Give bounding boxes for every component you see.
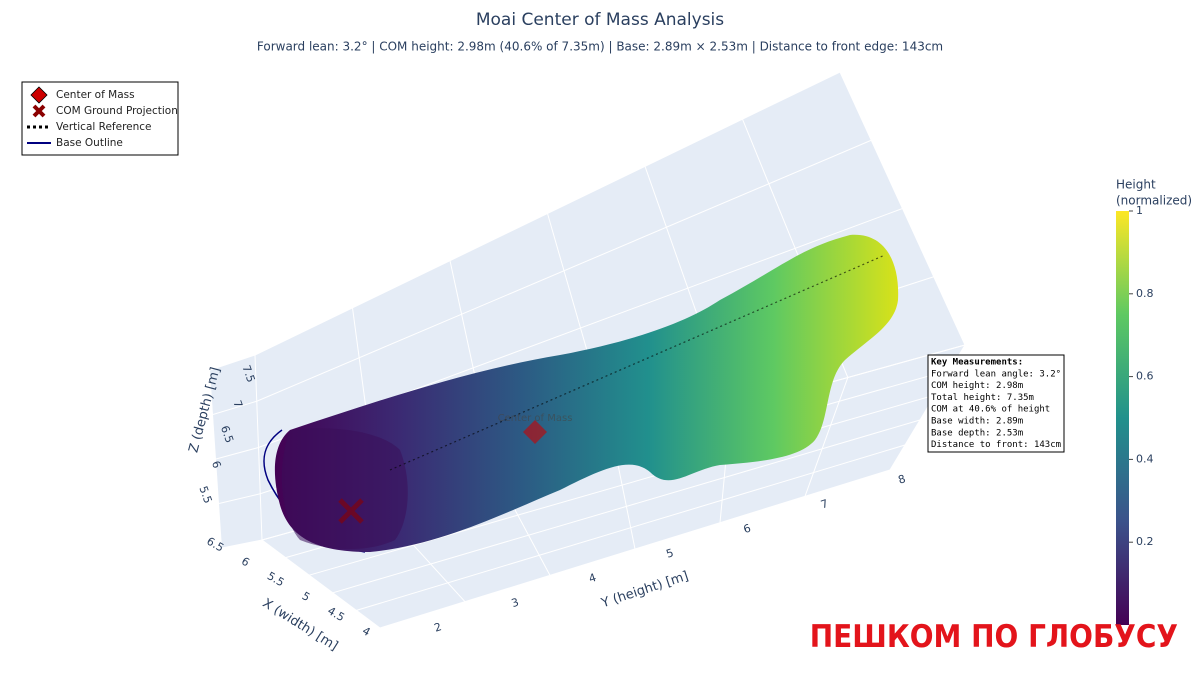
chart-title: Moai Center of Mass Analysis <box>476 10 724 30</box>
legend-label: Base Outline <box>56 137 123 149</box>
annotation-line: Key Measurements: <box>931 358 1023 368</box>
legend-symbol <box>30 86 48 104</box>
grid-line <box>309 394 936 576</box>
y-tick-label: 2 <box>433 620 444 635</box>
watermark: ПЕШКОМ ПО ГЛОБУСУ <box>810 619 1178 655</box>
moai-base-face <box>281 428 408 549</box>
z-tick-label: 5.5 <box>196 484 214 505</box>
legend-label: COM Ground Projection <box>56 105 178 117</box>
annotation: Key Measurements:Forward lean angle: 3.2… <box>927 354 1065 453</box>
com-projection-marker <box>338 498 364 524</box>
colorbar-title: Height <box>1116 178 1156 192</box>
z-tick-label: 6 <box>209 459 224 470</box>
y-tick-label: 7 <box>819 497 830 512</box>
y-tick-label: 4 <box>587 571 598 586</box>
annotation-line: Distance to front: 143cm <box>931 440 1061 450</box>
x-tick-label: 4 <box>360 624 373 639</box>
y-tick-label: 8 <box>897 472 908 487</box>
y-tick-label: 5 <box>665 546 676 561</box>
annotation-line: COM at 40.6% of height <box>931 405 1050 415</box>
center-of-mass-marker <box>523 420 547 444</box>
y-tick-label: 6 <box>742 522 753 537</box>
chart-subtitle: Forward lean: 3.2° | COM height: 2.98m (… <box>257 40 943 54</box>
legend-label: Vertical Reference <box>56 121 152 133</box>
center-of-mass-label: Center of Mass <box>498 413 573 424</box>
grid-line <box>212 139 872 415</box>
colorbar-tick-label: 0.8 <box>1136 287 1154 300</box>
grid-line <box>356 444 906 611</box>
annotation-line: COM height: 2.98m <box>931 381 1023 391</box>
x-tick-label: 5 <box>300 589 313 604</box>
annotation-line: Forward lean angle: 3.2° <box>931 369 1061 379</box>
grid-line <box>332 419 921 594</box>
grid-line <box>379 469 891 629</box>
colorbar-tick-label: 0.2 <box>1136 535 1154 548</box>
colorbar-tick-label: 0.6 <box>1136 370 1154 383</box>
y-tick-label: 3 <box>510 596 521 611</box>
colorbar <box>1116 211 1129 625</box>
annotation-line: Total height: 7.35m <box>931 393 1034 403</box>
legend: Center of Mass COM Ground Projection Verti… <box>21 81 179 156</box>
legend-label: Center of Mass <box>56 89 135 101</box>
grid-line <box>215 208 903 460</box>
z-tick-label: 6.5 <box>218 424 236 445</box>
z-tick-label: 7.5 <box>239 363 257 384</box>
x-tick-label: 5.5 <box>265 569 287 589</box>
annotation-box <box>927 354 1065 453</box>
colorbar-tick-label: 0.4 <box>1136 452 1154 465</box>
moai-mesh <box>274 234 899 553</box>
x-tick-label: 6 <box>239 555 252 570</box>
colorbar-tick-label: 1 <box>1136 204 1143 217</box>
x-axis-title: X (width) [m] <box>260 596 341 654</box>
y-axis-title: Y (height) [m] <box>599 569 691 612</box>
annotation-line: Base depth: 2.53m <box>931 428 1023 438</box>
x-tick-label: 4.5 <box>325 604 347 624</box>
legend-symbol <box>32 104 46 118</box>
annotation-line: Base width: 2.89m <box>931 417 1023 427</box>
grid-line <box>209 71 841 371</box>
z-tick-label: 7 <box>230 399 245 410</box>
colorbar-title: (normalized) <box>1116 194 1192 208</box>
